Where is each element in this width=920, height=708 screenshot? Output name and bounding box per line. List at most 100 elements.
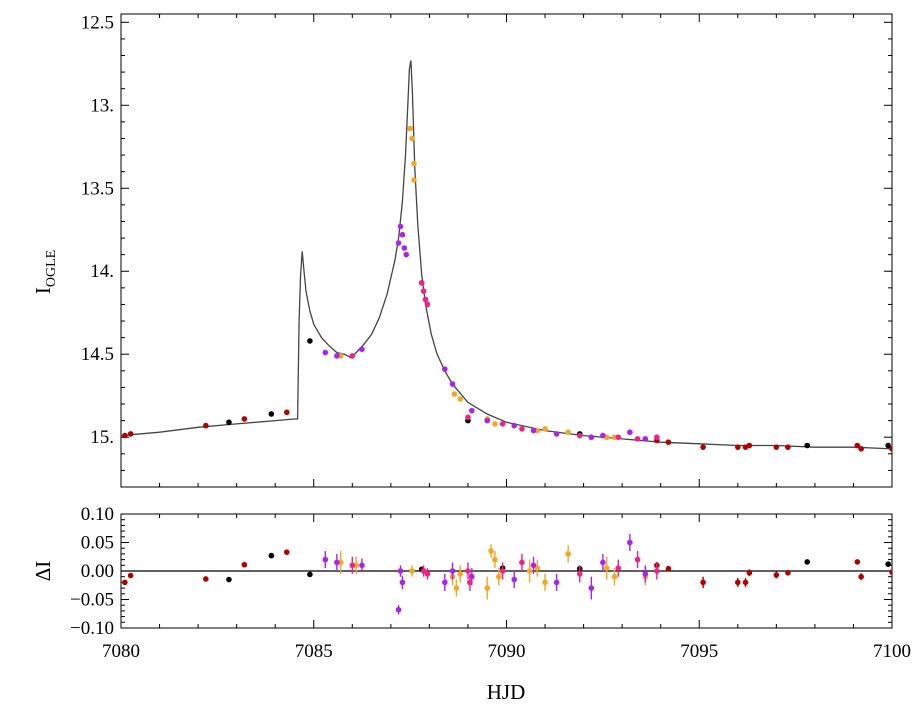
- top-data-point: [359, 346, 365, 353]
- top-data-point: [642, 436, 649, 442]
- top-y-tick-label: 13.5: [81, 178, 114, 199]
- top-data-point: [442, 366, 448, 372]
- magnitude-panel: 12.5 13. 13.5 14. 14.5 15.: [81, 12, 893, 488]
- top-data-point: [519, 426, 525, 432]
- top-data-point: [615, 434, 622, 441]
- top-data-point: [785, 444, 791, 450]
- top-data-point: [418, 280, 425, 286]
- bottom-data-point: [499, 568, 506, 574]
- top-data-point: [268, 411, 275, 417]
- bottom-data-point: [484, 585, 491, 591]
- top-y-axis-label-sub: OGLE: [44, 250, 59, 287]
- bottom-data-point: [603, 565, 610, 571]
- bottom-data-point: [395, 606, 402, 613]
- top-data-point: [411, 177, 417, 183]
- bottom-data-point: [353, 562, 359, 569]
- bottom-data-point: [858, 573, 864, 580]
- bottom-data-point: [424, 571, 431, 577]
- top-data-point: [465, 414, 471, 421]
- bottom-data-point: [615, 565, 622, 571]
- bottom-data-point: [576, 571, 583, 577]
- bottom-data-point: [122, 579, 128, 586]
- top-data-point: [451, 391, 458, 397]
- top-data-point: [449, 381, 456, 387]
- top-data-point: [407, 125, 413, 132]
- top-data-point: [773, 444, 780, 450]
- top-data-point: [122, 432, 128, 439]
- x-tick-label: 7100: [873, 641, 911, 662]
- top-data-point: [565, 429, 571, 436]
- top-y-axis-label: IOGLE: [31, 250, 59, 294]
- top-data-point: [700, 444, 706, 450]
- top-y-tick-label: 12.5: [81, 12, 114, 33]
- bottom-data-point: [530, 562, 537, 569]
- bottom-data-point: [700, 579, 706, 586]
- bottom-data-point: [627, 539, 633, 546]
- bottom-data-point: [337, 559, 344, 566]
- bottom-data-point: [359, 562, 365, 569]
- bottom-data-point: [665, 565, 672, 572]
- bottom-data-point: [492, 556, 498, 563]
- bottom-y-tick-label: −0.05: [70, 590, 114, 611]
- bottom-data-point: [746, 569, 753, 576]
- bottom-data-point: [634, 556, 641, 563]
- bottom-data-point: [457, 571, 464, 577]
- bottom-data-point: [465, 568, 471, 574]
- top-data-point: [576, 432, 583, 439]
- bottom-data-point: [773, 572, 780, 578]
- top-data-point: [403, 251, 410, 258]
- bottom-data-point: [488, 548, 494, 554]
- top-data-point: [424, 301, 431, 308]
- bottom-data-point: [553, 579, 560, 586]
- bottom-data-point: [283, 549, 290, 555]
- bottom-data-point: [735, 579, 741, 586]
- top-data-point: [746, 442, 753, 449]
- top-data-point: [511, 422, 518, 429]
- bottom-y-tick-label: 0.00: [81, 561, 114, 582]
- top-data-point: [600, 432, 606, 439]
- top-data-point: [542, 426, 548, 432]
- top-data-point: [534, 427, 541, 434]
- bottom-data-point: [397, 568, 404, 574]
- top-data-point: [499, 421, 506, 427]
- bottom-data-point: [127, 572, 134, 579]
- bottom-data-point: [307, 571, 313, 578]
- bottom-data-point: [889, 569, 892, 575]
- bottom-data-point: [268, 552, 275, 559]
- top-data-point: [854, 442, 861, 449]
- top-data-point: [484, 417, 491, 424]
- top-data-point: [226, 419, 232, 426]
- model-curve: [121, 60, 892, 450]
- bottom-data-point: [203, 576, 209, 582]
- top-data-point: [322, 349, 329, 356]
- bottom-data-point: [334, 559, 340, 566]
- top-data-point: [337, 353, 344, 359]
- bottom-data-point: [565, 551, 571, 557]
- top-data-point: [885, 442, 891, 449]
- bottom-y-tick-label: −0.10: [70, 618, 114, 639]
- bottom-data-point: [600, 559, 606, 566]
- top-data-point: [553, 431, 560, 437]
- bottom-data-point: [399, 579, 406, 586]
- top-data-point: [627, 429, 633, 436]
- top-data-point: [588, 434, 595, 441]
- top-data-point: [735, 444, 741, 450]
- bottom-data-point: [642, 571, 649, 577]
- bottom-data-point: [349, 562, 356, 569]
- top-data-point: [397, 223, 404, 230]
- top-data-point: [283, 409, 290, 416]
- top-data-point: [492, 421, 498, 427]
- top-data-point: [530, 427, 537, 434]
- x-tick-label: 7095: [680, 641, 718, 662]
- top-data-point: [411, 160, 417, 167]
- bottom-data-point: [241, 561, 248, 568]
- bottom-data-point: [322, 556, 329, 563]
- top-data-point: [611, 434, 618, 441]
- top-plot-frame: [120, 13, 893, 488]
- bottom-data-point: [467, 579, 473, 586]
- bottom-data-point: [785, 569, 791, 576]
- top-data-point: [409, 135, 415, 142]
- top-data-point: [395, 240, 402, 246]
- top-data-point: [469, 407, 475, 414]
